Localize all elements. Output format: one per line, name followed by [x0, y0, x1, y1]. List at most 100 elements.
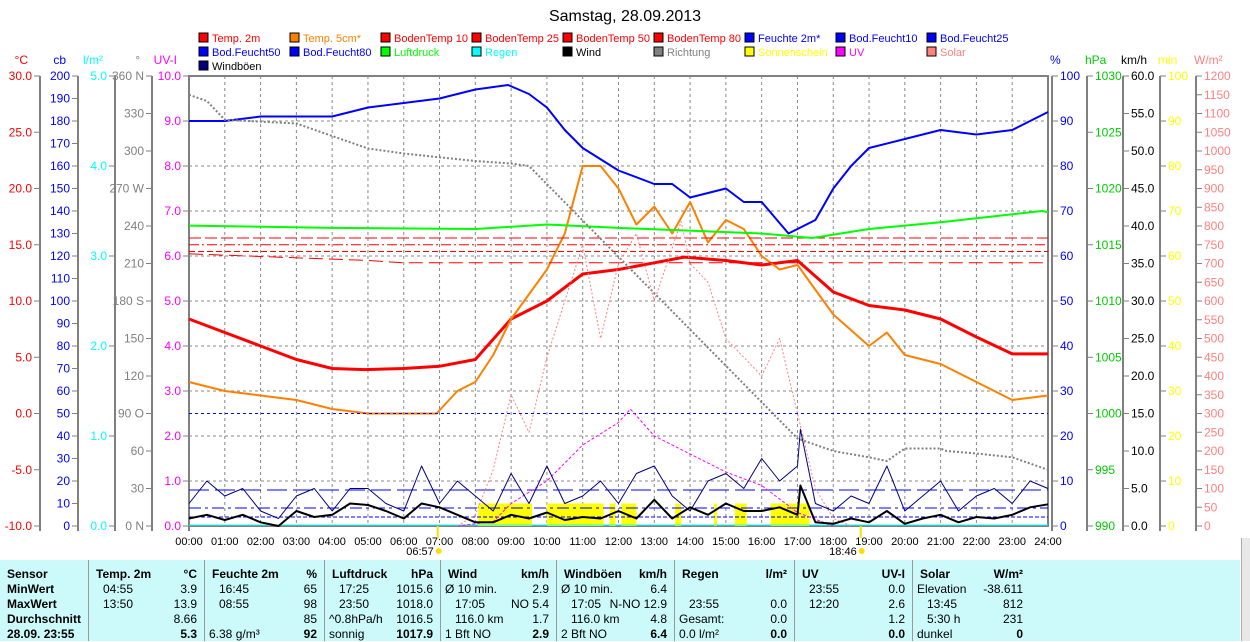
legend-label: BodenTemp 80 — [667, 33, 741, 45]
column-header: Windböen — [564, 567, 622, 581]
legend-label: Bod.Feucht50 — [212, 47, 281, 59]
legend-swatch — [198, 60, 209, 71]
summary-table: Sensor MinWert MaxWert Durchschnitt 28.09. 2… — [0, 560, 1240, 641]
x-tick-label: 20:00 — [891, 536, 919, 548]
cell-left: Ø 10 min. — [445, 582, 498, 596]
axis-tick-label: 160 — [50, 159, 70, 173]
scrollbar[interactable] — [1241, 538, 1250, 641]
cell-left: 13:50 — [103, 597, 134, 611]
axis-tick-label: 1150 — [1204, 88, 1230, 102]
column-unit: km/h — [520, 567, 549, 581]
axis-tick-label: 1.0 — [90, 429, 107, 443]
series-line — [189, 84, 1049, 235]
axis-unit-label: UV-I — [154, 53, 177, 67]
column-header: Sensor — [7, 567, 48, 581]
axis-tick-label: 900 — [1204, 182, 1224, 196]
axis-unit-label: min — [1158, 53, 1177, 67]
axis-tick-label: 0 — [63, 519, 70, 533]
axis-tick-label: 60 — [1060, 249, 1074, 263]
axis-tick-label: 0 — [1204, 519, 1211, 533]
cell-value: 1017.9 — [396, 627, 433, 641]
legend-swatch — [380, 32, 391, 43]
axis-tick-label: 550 — [1204, 313, 1224, 327]
table-column: Feuchte 2m% 16:45 65 08:55 98 85 6.38 g/m³ 92 — [204, 560, 325, 641]
axis-tick-label: 100 — [1168, 69, 1188, 83]
table-column: Temp. 2m °C 04:55 3.9 13:50 13.9 8.66 5.3 — [88, 560, 205, 641]
cell-left: 1 Bft NO — [445, 627, 492, 641]
axis-tick-label: 40 — [1060, 339, 1074, 353]
x-tick-label: 03:00 — [283, 536, 311, 548]
legend-label: Regen — [485, 47, 517, 59]
axis-tick-label: 130 — [50, 227, 70, 241]
x-tick-label: 14:00 — [676, 536, 704, 548]
legend-label: Windböen — [212, 61, 262, 73]
axis-tick-label: 50 — [57, 407, 71, 421]
axis-tick-label: 250 — [1204, 425, 1224, 439]
sun-icon — [435, 548, 442, 554]
axis-tick-label: 5.0 — [15, 350, 32, 364]
x-tick-label: 15:00 — [712, 536, 740, 548]
legend-swatch — [744, 32, 755, 43]
sunrise-label: 06:57 — [406, 546, 434, 558]
column-header: Regen — [682, 567, 719, 581]
legend-swatch — [835, 46, 846, 57]
axis-tick-label: 10 — [1168, 474, 1182, 488]
legend-label: UV — [849, 47, 865, 59]
cell-value: 812 — [1002, 597, 1023, 611]
axis-tick-label: 90 — [1168, 114, 1182, 128]
sun-icon — [858, 548, 865, 554]
axis-tick-label: 10 — [1060, 474, 1074, 488]
legend-swatch — [198, 46, 209, 57]
legend-swatch — [380, 46, 391, 57]
axis-tick-label: 1.0 — [164, 474, 181, 488]
axis-tick-label: 40 — [57, 429, 71, 443]
legend-swatch — [471, 46, 482, 57]
axis-unit-label: °C — [15, 53, 29, 67]
cell-left: Gesamt: — [679, 612, 725, 626]
cell-left: 0.0 l/m² — [679, 627, 720, 641]
axis-tick-label: 10.0 — [158, 69, 182, 83]
cell-value: 2.9 — [532, 582, 549, 596]
table-column: Regen l/m² 23:55 0.0 Gesamt: 0.0 0.0 l/m² 0.0 — [674, 560, 795, 641]
axis-unit-label: W/m² — [1194, 53, 1223, 67]
sunshine-bar — [734, 503, 747, 526]
axis-tick-label: 400 — [1204, 369, 1224, 383]
axis-tick-label: 80 — [57, 339, 71, 353]
cell-left: 23:50 — [339, 597, 370, 611]
cell-value: 2.6 — [888, 597, 905, 611]
axis-tick-label: 3.0 — [164, 384, 181, 398]
cell-value: 6.4 — [650, 582, 667, 596]
axis-tick-label: 90 O — [118, 407, 144, 421]
cell-left: 23:55 — [689, 597, 720, 611]
table-column: Solar W/m² Elevation -38.611 13:45 812 5:30 h 2… — [912, 560, 1031, 641]
axis-tick-label: 60 — [131, 444, 145, 458]
series-feuchte-2m- — [189, 84, 1049, 235]
axis-tick-label: 180 — [50, 114, 70, 128]
series-temp-5cm- — [188, 165, 1049, 415]
cell-value: 0.0 — [888, 582, 905, 596]
cell-value: 1018.0 — [396, 597, 433, 611]
sunshine-bar — [609, 503, 616, 526]
axis-tick-label: 800 — [1204, 219, 1224, 233]
cell-value: 85 — [303, 612, 317, 626]
cell-left: 116.0 km — [571, 612, 620, 626]
cell-left: dunkel — [917, 627, 953, 641]
legend-label: Richtung — [667, 47, 710, 59]
column-unit: W/m² — [993, 567, 1023, 581]
axis-tick-label: 5.0 — [164, 294, 181, 308]
axis-tick-label: 200 — [1204, 444, 1224, 458]
x-tick-label: 17:00 — [784, 536, 812, 548]
axis-tick-label: 990 — [1095, 519, 1115, 533]
legend-label: Temp. 2m — [212, 33, 260, 45]
axis-tick-label: 9.0 — [164, 114, 181, 128]
axis-tick-label: 190 — [50, 92, 70, 106]
cell-left: Elevation — [917, 582, 967, 596]
legend-label: Temp. 5cm* — [303, 33, 362, 45]
axis-tick-label: 35.0 — [1131, 257, 1155, 271]
legend-swatch — [198, 32, 209, 43]
series-line — [457, 408, 834, 527]
cell-value: 4.8 — [650, 612, 667, 626]
cell-value: 92 — [303, 627, 317, 641]
axis-tick-label: 0.0 — [90, 519, 107, 533]
cell-value: 65 — [303, 582, 317, 596]
